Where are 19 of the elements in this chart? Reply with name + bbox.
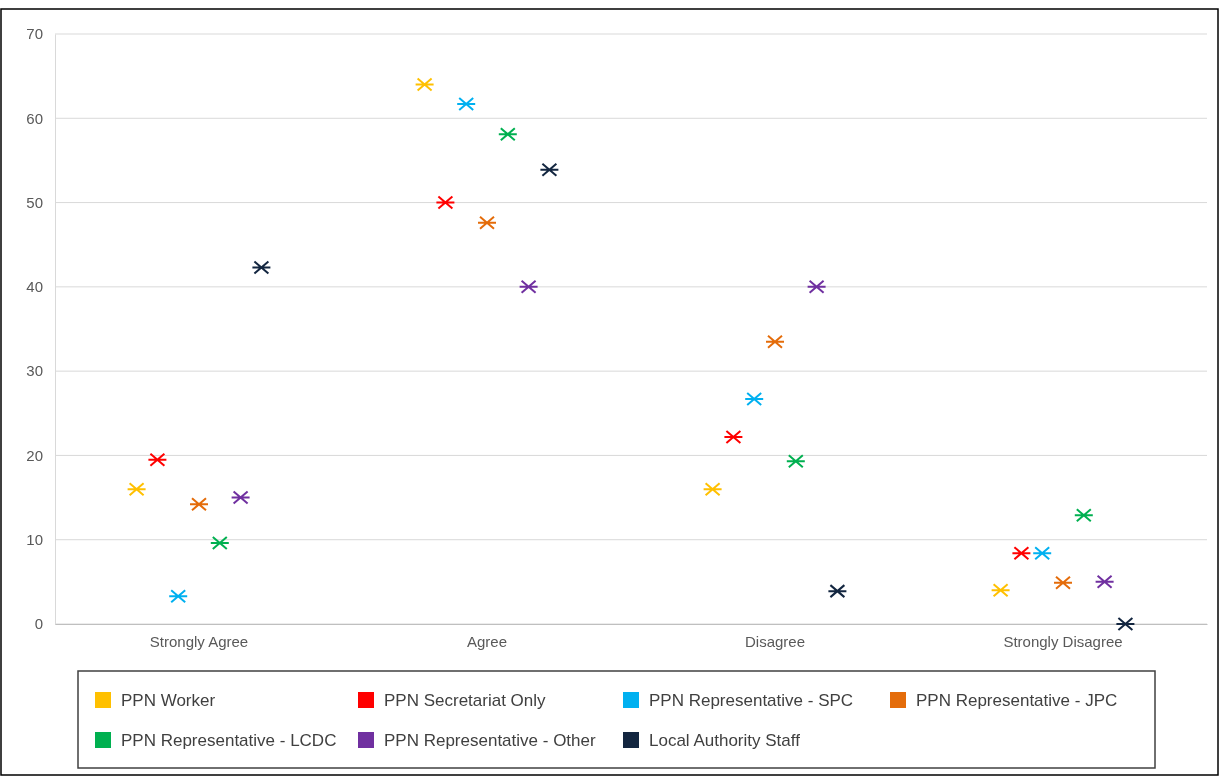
legend-label: Local Authority Staff	[649, 731, 801, 750]
y-tick-label: 70	[26, 25, 43, 43]
x-tick-label: Disagree	[744, 632, 806, 650]
y-tick-label: 20	[26, 446, 43, 464]
x-tick-label: Strongly Agree	[149, 632, 249, 650]
legend-label: PPN Representative - SPC	[649, 691, 854, 710]
y-tick-label: 30	[26, 362, 43, 380]
legend-label: PPN Representative - JPC	[916, 691, 1118, 710]
y-tick-label: 60	[26, 109, 43, 127]
y-tick-label: 10	[26, 531, 43, 549]
legend-label: PPN Representative - LCDC	[121, 731, 337, 750]
y-tick-label: 50	[26, 193, 43, 211]
y-tick-label: 40	[26, 278, 43, 296]
y-tick-label: 0	[34, 615, 43, 633]
legend-label: PPN Secretariat Only	[384, 691, 547, 710]
legend-label: PPN Worker	[121, 691, 216, 710]
legend-label: PPN Representative - Other	[384, 731, 596, 750]
x-tick-label: Agree	[466, 632, 508, 650]
x-tick-label: Strongly Disagree	[1003, 632, 1123, 650]
